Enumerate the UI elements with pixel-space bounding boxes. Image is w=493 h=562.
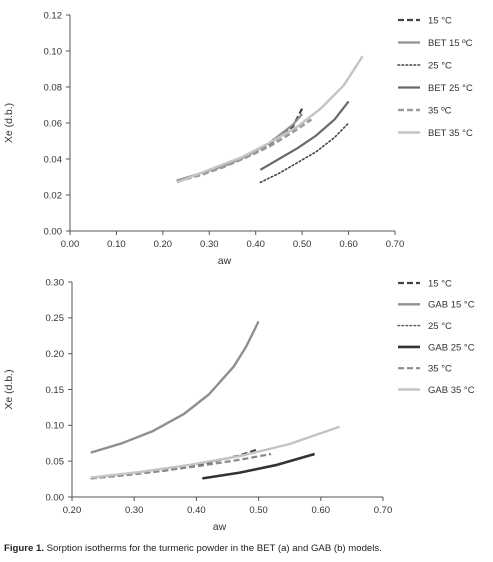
chart-a-xtick-label: 0.60 xyxy=(339,239,358,250)
chart-b-xtick-label: 0.50 xyxy=(249,505,268,516)
chart-a-xtick-label: 0.20 xyxy=(154,239,173,250)
chart-b-legend-label: GAB 15 °C xyxy=(428,300,475,311)
chart-a-ytick-label: 0.00 xyxy=(44,226,63,237)
chart-a-xtick-label: 0.10 xyxy=(107,239,126,250)
chart-a-legend-label: BET 35 °C xyxy=(428,128,473,139)
chart-a-xtick-label: 0.00 xyxy=(61,239,80,250)
chart-a-series-line-3 xyxy=(259,122,350,184)
caption-text: Sorption isotherms for the turmeric powd… xyxy=(46,543,382,554)
chart-b-xtick-label: 0.60 xyxy=(312,505,331,516)
chart-a-ytick-label: 0.06 xyxy=(44,118,63,129)
chart-b-ytick-label: 0.25 xyxy=(46,313,65,324)
chart-b-series-line-2 xyxy=(90,320,260,454)
chart-b-ytick-label: 0.00 xyxy=(46,492,65,503)
chart-a-legend: 15 °C BET 15 ºC 25 °C BET 25 °C 35 ºC BET 35 … xyxy=(397,15,473,139)
chart-a-legend-label: 25 °C xyxy=(428,60,452,71)
chart-a: 0.00 0.02 0.04 0.06 0.08 0.10 0.12 0.00 0.10 0.20… xyxy=(3,10,473,267)
caption-label: Figure 1. xyxy=(4,543,44,554)
chart-b: 0.00 0.05 0.10 0.15 0.20 0.25 0.30 0.20 0.30 0.40… xyxy=(3,277,475,533)
chart-b-ytick-label: 0.15 xyxy=(46,385,65,396)
chart-a-series-line-6 xyxy=(176,55,364,184)
chart-b-series-line-4 xyxy=(202,452,315,480)
chart-b-xtick-label: 0.30 xyxy=(125,505,144,516)
chart-a-ytick-label: 0.10 xyxy=(44,46,63,57)
chart-b-ytick-label: 0.10 xyxy=(46,421,65,432)
chart-a-legend-label: 15 °C xyxy=(428,15,452,26)
chart-b-ytick-label: 0.05 xyxy=(46,456,65,467)
chart-b-legend-label: 25 °C xyxy=(428,321,452,332)
chart-a-y-axis-title: Xe (d.b.) xyxy=(3,103,15,143)
chart-b-legend: 15 °C GAB 15 °C 25 °C GAB 25 °C 35 °C GAB 35 … xyxy=(397,278,475,396)
chart-a-ytick-label: 0.02 xyxy=(44,190,63,201)
chart-a-ytick-label: 0.12 xyxy=(44,10,63,21)
chart-b-ytick-label: 0.20 xyxy=(46,349,65,360)
figure-caption: Figure 1. Sorption isotherms for the tur… xyxy=(4,543,490,554)
chart-b-x-axis-title: aw xyxy=(213,521,227,533)
chart-b-legend-label: 35 °C xyxy=(428,364,452,375)
chart-a-xtick-label: 0.30 xyxy=(200,239,219,250)
chart-a-ytick-label: 0.08 xyxy=(44,82,63,93)
chart-a-xtick-label: 0.40 xyxy=(246,239,265,250)
chart-b-ytick-label: 0.30 xyxy=(46,277,65,288)
chart-b-y-axis-title: Xe (d.b.) xyxy=(3,369,15,409)
chart-b-legend-label: GAB 25 °C xyxy=(428,342,475,353)
chart-b-series-line-6 xyxy=(90,425,340,479)
chart-a-series-line-1 xyxy=(176,108,304,182)
chart-b-xtick-label: 0.40 xyxy=(187,505,206,516)
chart-a-xtick-label: 0.50 xyxy=(293,239,312,250)
chart-a-legend-label: 35 ºC xyxy=(428,105,452,116)
chart-a-legend-label: BET 25 °C xyxy=(428,83,473,94)
chart-a-xtick-label: 0.70 xyxy=(386,239,405,250)
chart-a-series-line-5 xyxy=(176,118,313,183)
chart-a-legend-label: BET 15 ºC xyxy=(428,38,473,49)
chart-b-legend-label: 15 °C xyxy=(428,278,452,289)
chart-b-series-line-5 xyxy=(90,452,272,480)
chart-b-xtick-label: 0.20 xyxy=(63,505,82,516)
chart-a-ytick-label: 0.04 xyxy=(44,154,63,165)
chart-a-x-axis-title: aw xyxy=(218,255,232,267)
chart-a-series-line-4 xyxy=(259,100,350,171)
chart-b-legend-label: GAB 35 °C xyxy=(428,385,475,396)
figure: 0.00 0.02 0.04 0.06 0.08 0.10 0.12 0.00 0.10 0.20… xyxy=(3,10,475,533)
chart-b-xtick-label: 0.70 xyxy=(374,505,393,516)
